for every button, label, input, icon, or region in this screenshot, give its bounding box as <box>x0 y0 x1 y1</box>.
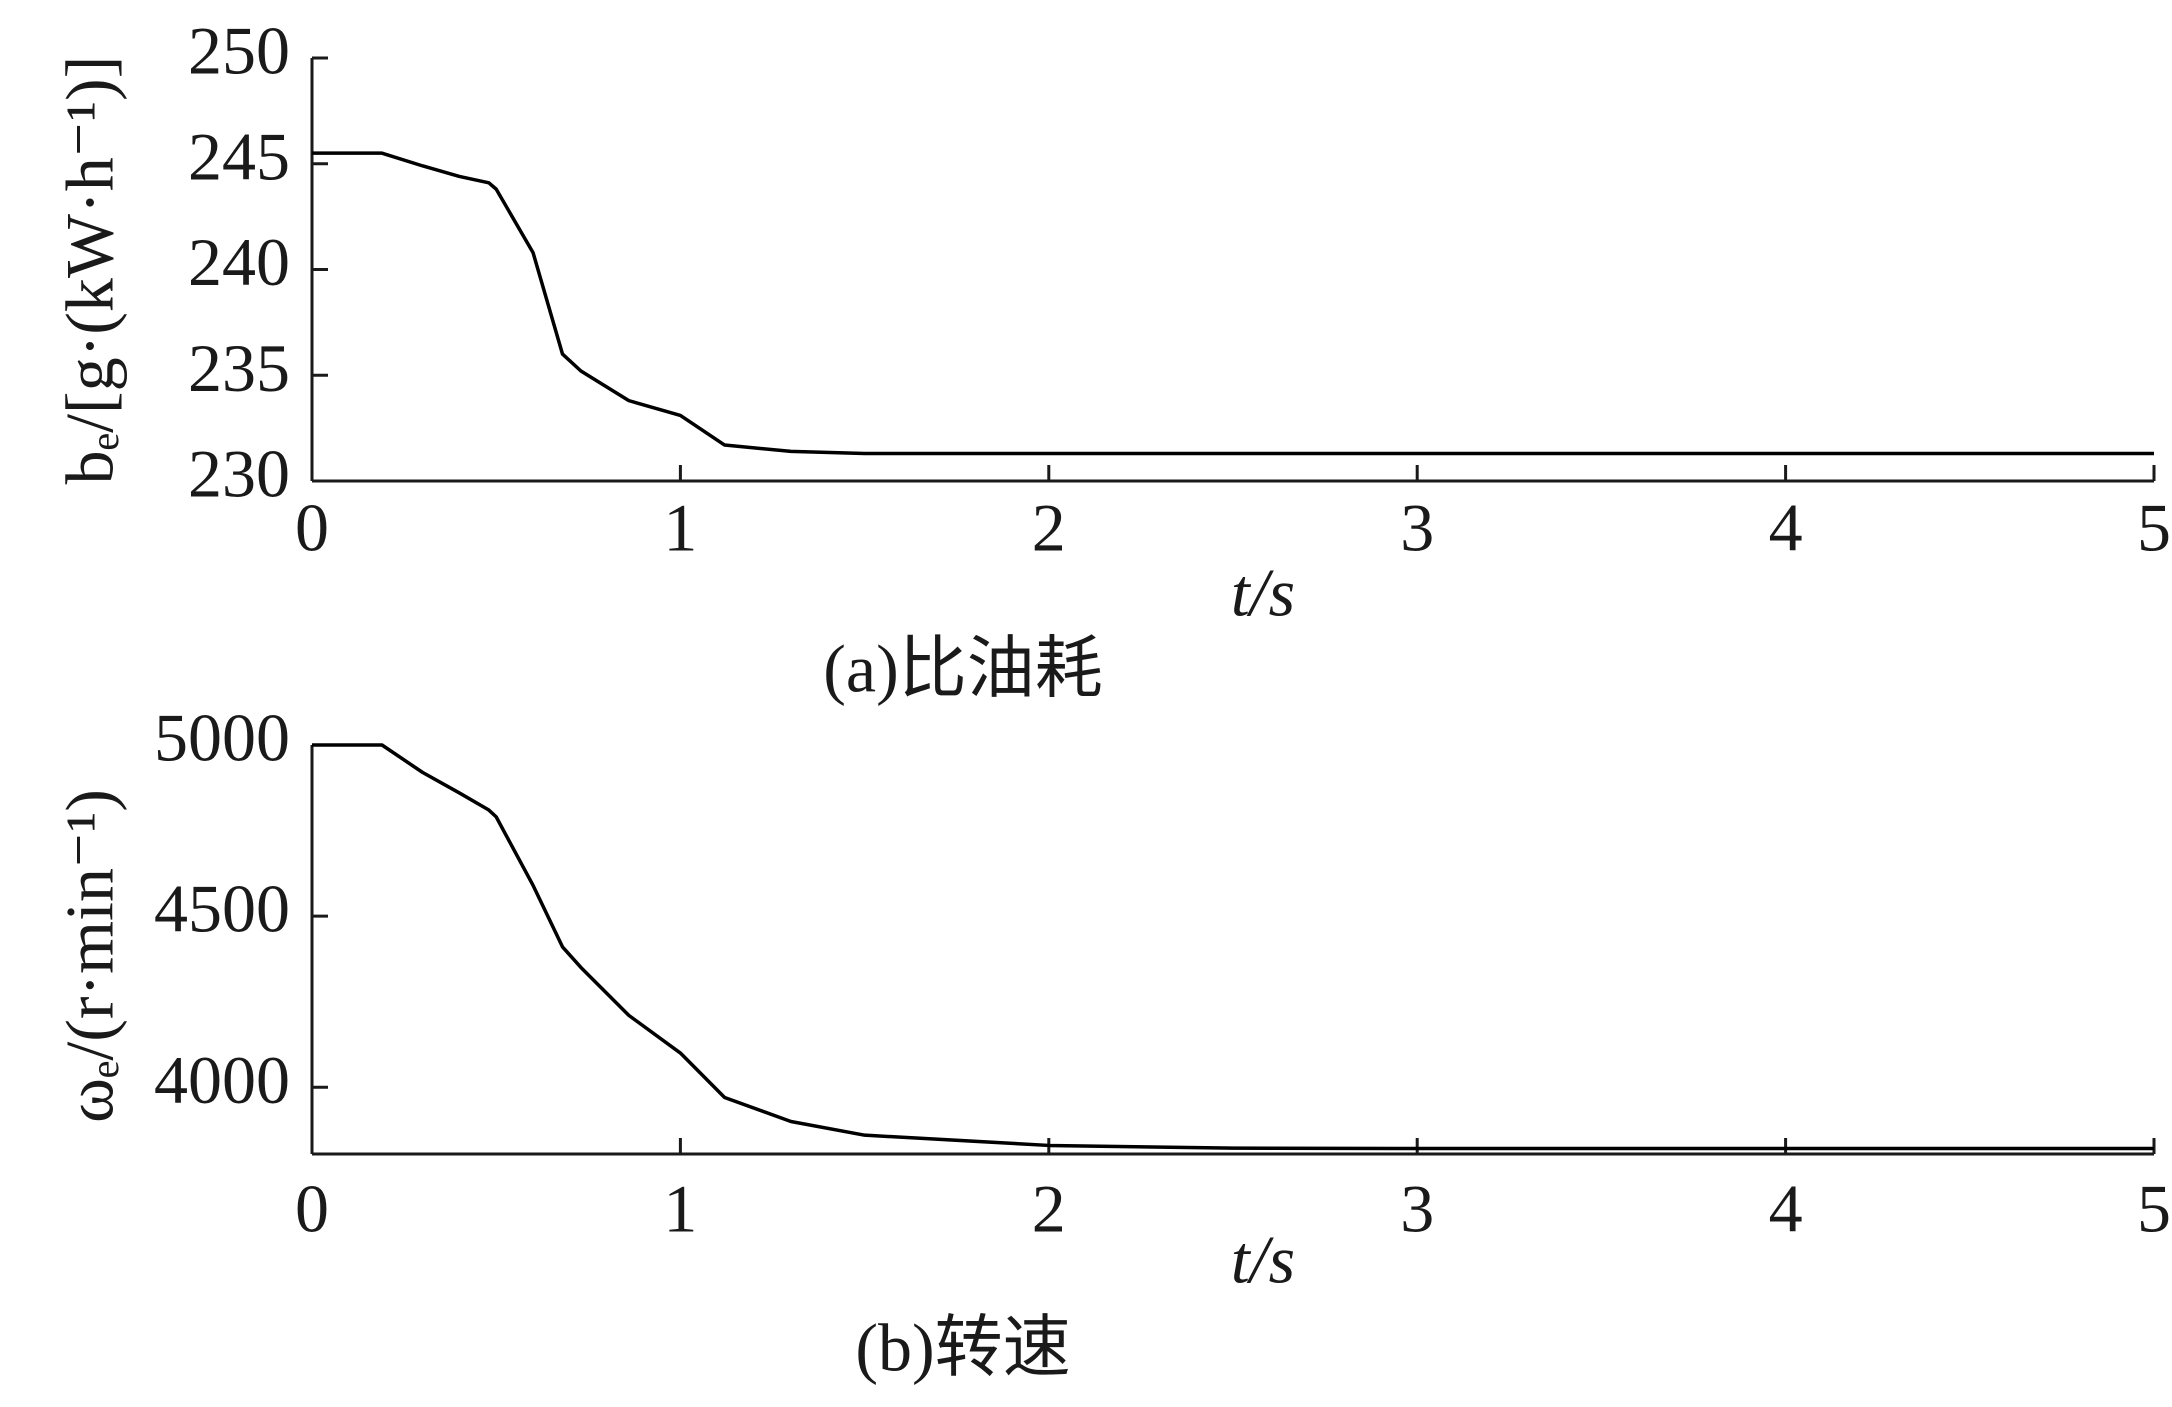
x-tick-label: 4 <box>1769 1171 1803 1247</box>
caption: (a)比油耗 <box>823 631 1102 707</box>
x-tick-label: 3 <box>1400 1171 1434 1247</box>
y-tick-label: 230 <box>188 436 290 512</box>
y-tick-label: 245 <box>188 118 290 194</box>
x-tick-label: 1 <box>663 1171 697 1247</box>
x-axis-label: t/s <box>1231 555 1295 631</box>
y-tick-label: 5000 <box>154 700 290 776</box>
caption: (b)转速 <box>855 1310 1070 1386</box>
x-tick-label: 5 <box>2137 490 2171 566</box>
y-axis-label: bₑ/[g·(kW·h⁻¹)] <box>52 56 128 485</box>
data-line <box>312 151 2154 456</box>
x-tick-label: 5 <box>2137 1171 2171 1247</box>
x-tick-label: 2 <box>1032 490 1066 566</box>
y-tick-label: 235 <box>188 330 290 406</box>
data-line <box>312 743 2154 1151</box>
x-tick-label: 2 <box>1032 1171 1066 1247</box>
x-tick-label: 3 <box>1400 490 1434 566</box>
x-tick-label: 1 <box>663 490 697 566</box>
x-tick-label: 0 <box>295 1171 329 1247</box>
y-axis-label: ωₑ/(r·min⁻¹) <box>52 789 128 1123</box>
y-tick-label: 250 <box>188 13 290 89</box>
x-tick-label: 4 <box>1769 490 1803 566</box>
y-tick-label: 4000 <box>154 1042 290 1118</box>
y-tick-label: 240 <box>188 224 290 300</box>
y-tick-label: 4500 <box>154 871 290 947</box>
x-tick-label: 0 <box>295 490 329 566</box>
x-axis-label: t/s <box>1231 1222 1295 1298</box>
